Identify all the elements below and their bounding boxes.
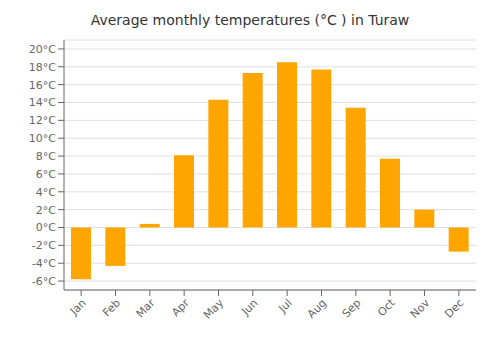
svg-text:Mar: Mar: [134, 296, 158, 320]
svg-text:-4°C: -4°C: [32, 257, 56, 270]
svg-text:-2°C: -2°C: [32, 239, 56, 252]
svg-text:Jul: Jul: [276, 296, 295, 315]
svg-text:Feb: Feb: [100, 296, 123, 319]
svg-text:16°C: 16°C: [29, 79, 56, 92]
svg-text:2°C: 2°C: [36, 204, 56, 217]
svg-text:Nov: Nov: [408, 296, 433, 321]
svg-text:Sep: Sep: [340, 296, 364, 320]
svg-text:Oct: Oct: [375, 296, 398, 319]
svg-text:6°C: 6°C: [36, 168, 56, 181]
svg-text:Dec: Dec: [442, 296, 466, 320]
svg-text:14°C: 14°C: [29, 96, 56, 109]
svg-text:20°C: 20°C: [29, 43, 56, 56]
svg-text:Jun: Jun: [238, 296, 260, 318]
html-text:Average monthly temperatures (: Average monthly temperatures (°C ) in Tu…: [90, 12, 410, 28]
svg-text:May: May: [201, 296, 227, 322]
svg-text:8°C: 8°C: [36, 150, 56, 163]
svg-text:0°C: 0°C: [36, 221, 56, 234]
svg-text:-6°C: -6°C: [32, 275, 56, 288]
svg-text:18°C: 18°C: [29, 61, 56, 74]
svg-text:Jan: Jan: [67, 296, 89, 318]
svg-text:4°C: 4°C: [36, 186, 56, 199]
svg-text:10°C: 10°C: [29, 132, 56, 145]
svg-text:Apr: Apr: [169, 296, 192, 319]
svg-text:12°C: 12°C: [29, 114, 56, 127]
svg-text:Aug: Aug: [305, 296, 329, 320]
